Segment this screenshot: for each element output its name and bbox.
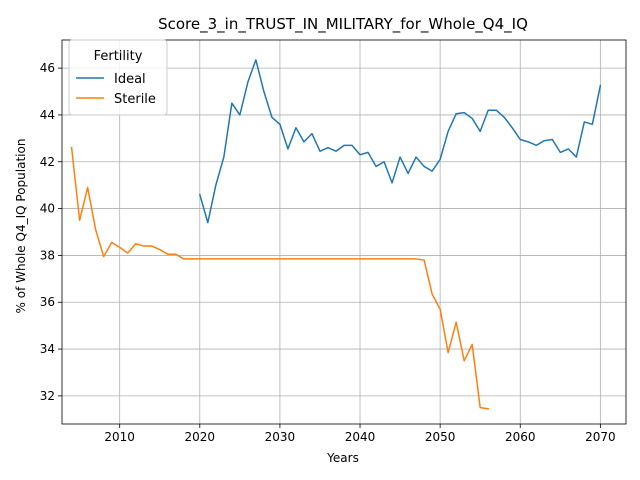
y-axis-label: % of Whole Q4_IQ Population — [14, 139, 28, 314]
ticks: 2010 2020 2030 2040 2050 2060 2070 32 34 36 38 40 42… — [40, 61, 616, 444]
grid — [62, 40, 626, 424]
legend: Fertility Ideal Sterile — [68, 39, 168, 116]
legend-box — [68, 39, 168, 116]
y-tick-label: 42 — [40, 155, 55, 169]
y-tick-label: 34 — [40, 342, 55, 356]
x-tick-label: 2060 — [505, 430, 536, 444]
series-layer — [70, 59, 602, 410]
x-tick-label: 2070 — [585, 430, 616, 444]
y-tick-label: 38 — [40, 248, 55, 262]
legend-label-ideal: Ideal — [114, 72, 146, 87]
series-line-sterile — [70, 146, 490, 410]
x-tick-label: 2030 — [265, 430, 296, 444]
y-tick-label: 36 — [40, 295, 55, 309]
chart-title: Score_3_in_TRUST_IN_MILITARY_for_Whole_Q… — [158, 15, 528, 34]
x-tick-label: 2050 — [425, 430, 456, 444]
y-tick-label: 46 — [40, 61, 55, 75]
y-tick-label: 32 — [40, 389, 55, 403]
legend-title: Fertility — [94, 49, 143, 64]
y-tick-label: 44 — [40, 108, 55, 122]
x-tick-label: 2040 — [345, 430, 376, 444]
y-tick-label: 40 — [40, 202, 55, 216]
x-tick-label: 2020 — [185, 430, 216, 444]
legend-label-sterile: Sterile — [114, 92, 156, 107]
series-line-ideal — [198, 59, 602, 224]
x-axis-label: Years — [326, 451, 359, 465]
plot-frame — [61, 39, 627, 425]
x-tick-label: 2010 — [104, 430, 135, 444]
